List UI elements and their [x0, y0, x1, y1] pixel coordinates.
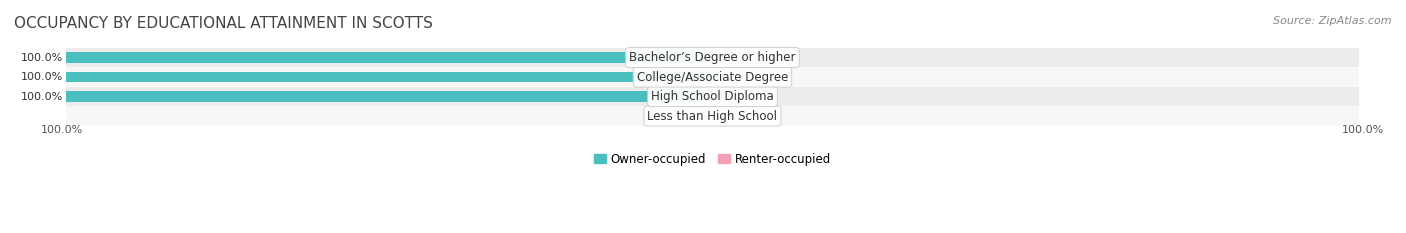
Text: Bachelor’s Degree or higher: Bachelor’s Degree or higher: [630, 51, 796, 64]
Bar: [66, 52, 713, 63]
Text: 0.0%: 0.0%: [716, 53, 744, 63]
Bar: [66, 48, 1358, 67]
Text: High School Diploma: High School Diploma: [651, 90, 773, 103]
Text: 100.0%: 100.0%: [1343, 125, 1385, 135]
Bar: [66, 106, 1358, 126]
Text: 0.0%: 0.0%: [716, 92, 744, 102]
Text: 0.0%: 0.0%: [716, 111, 744, 121]
Bar: [66, 91, 713, 102]
Bar: [66, 72, 713, 82]
Text: Less than High School: Less than High School: [647, 110, 778, 123]
Legend: Owner-occupied, Renter-occupied: Owner-occupied, Renter-occupied: [589, 148, 835, 170]
Bar: [66, 67, 1358, 87]
Text: 100.0%: 100.0%: [41, 125, 83, 135]
Bar: [66, 87, 1358, 106]
Text: 0.0%: 0.0%: [681, 111, 709, 121]
Text: 0.0%: 0.0%: [716, 72, 744, 82]
Text: 100.0%: 100.0%: [21, 92, 63, 102]
Text: OCCUPANCY BY EDUCATIONAL ATTAINMENT IN SCOTTS: OCCUPANCY BY EDUCATIONAL ATTAINMENT IN S…: [14, 16, 433, 31]
Text: Source: ZipAtlas.com: Source: ZipAtlas.com: [1274, 16, 1392, 26]
Text: College/Associate Degree: College/Associate Degree: [637, 71, 789, 84]
Text: 100.0%: 100.0%: [21, 72, 63, 82]
Text: 100.0%: 100.0%: [21, 53, 63, 63]
